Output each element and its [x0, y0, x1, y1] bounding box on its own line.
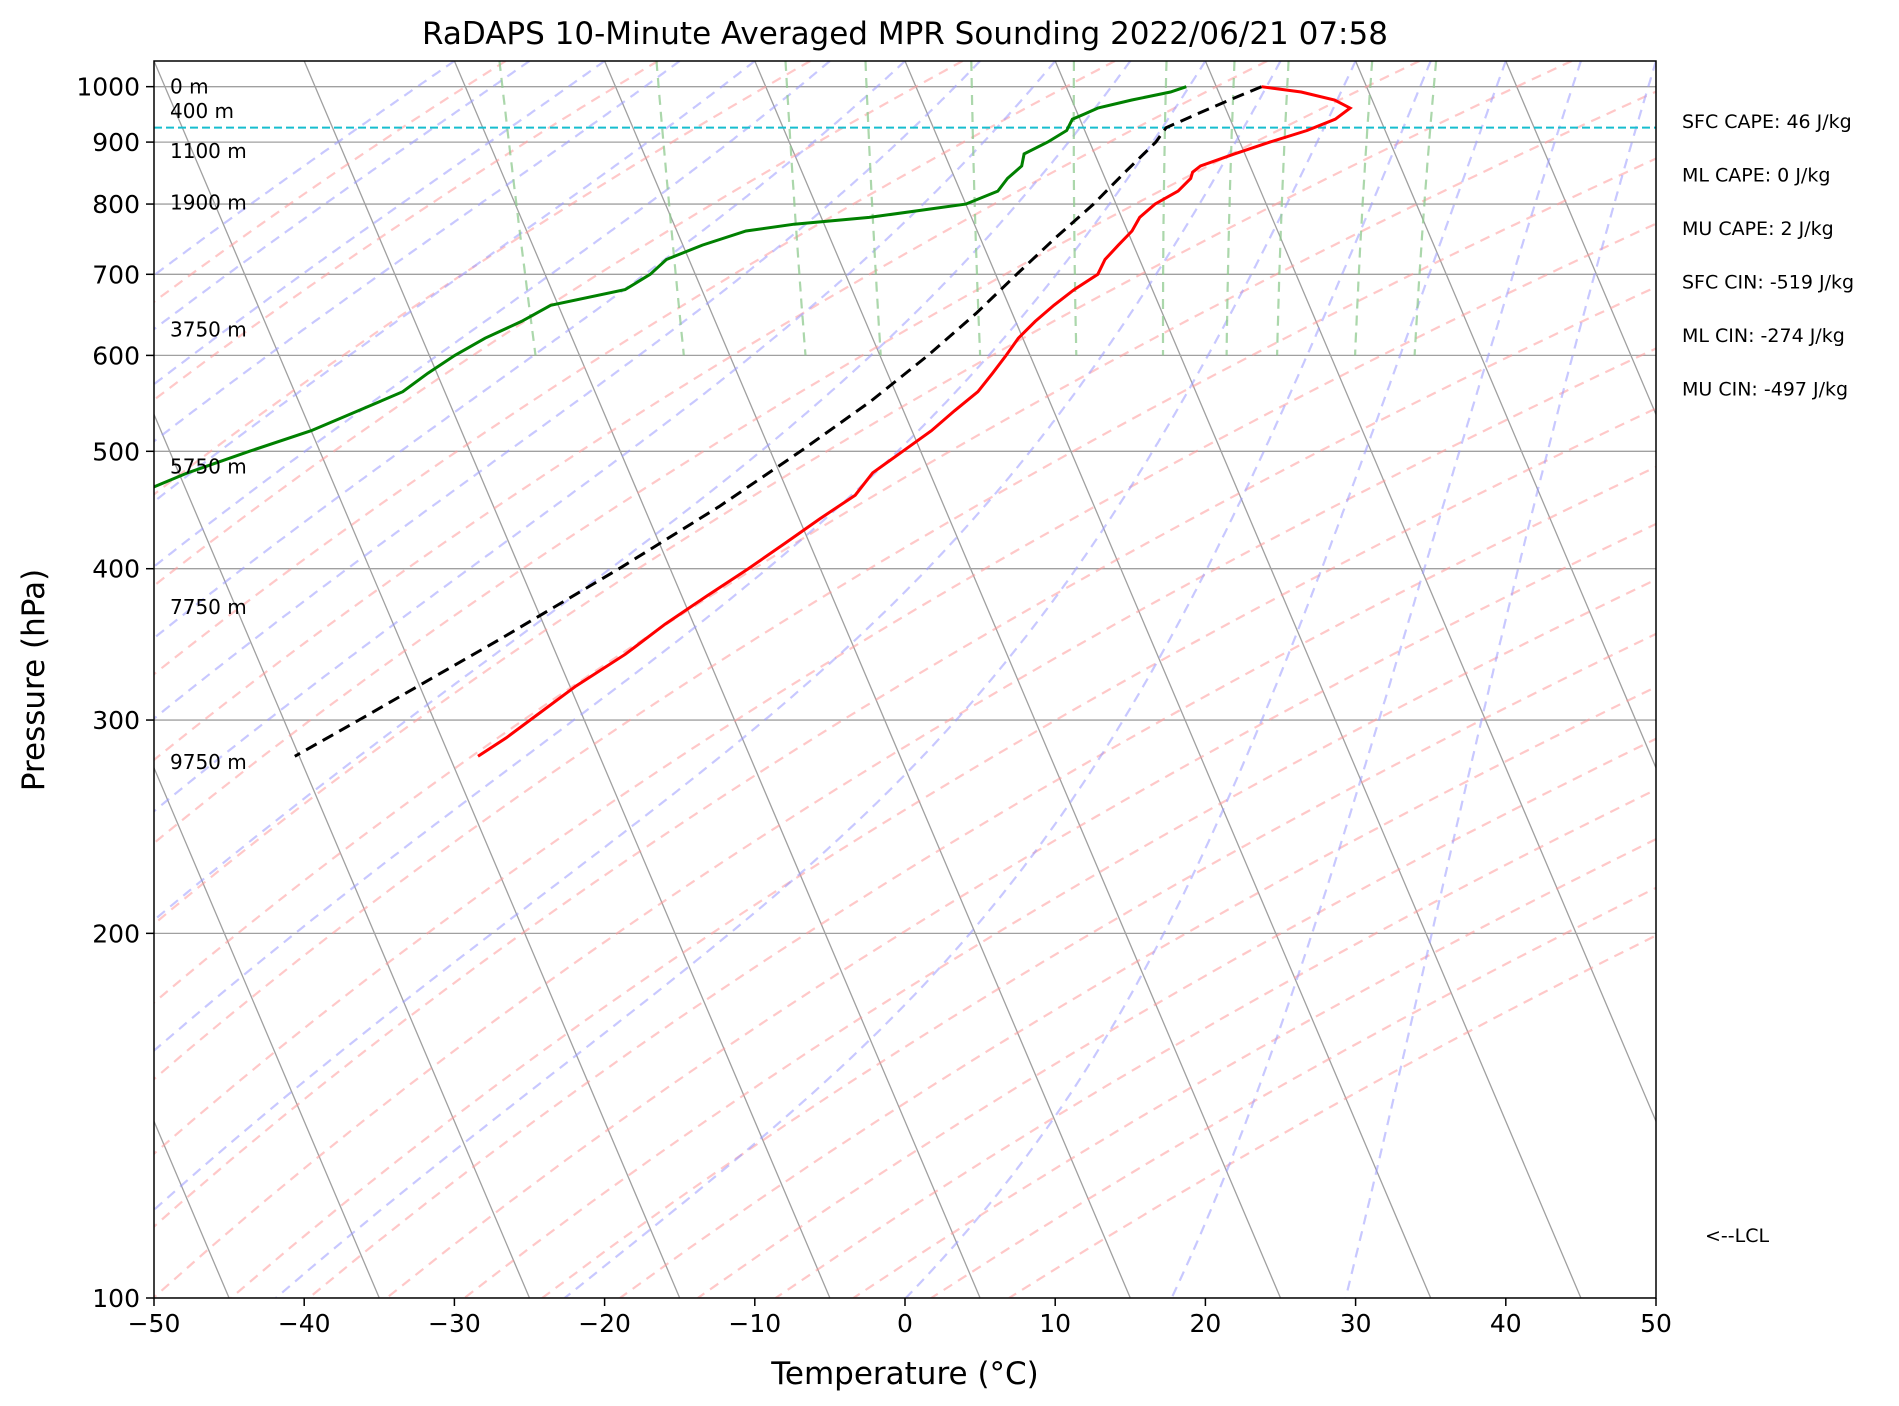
- mixing-ratio-line: [970, 61, 982, 356]
- moist-adiabat-line: [905, 61, 1507, 1298]
- y-tick-label: 500: [92, 437, 140, 466]
- y-tick-label: 700: [92, 260, 140, 289]
- lcl-label: <--LCL: [1705, 1225, 1769, 1247]
- x-tick-label: −30: [428, 1309, 481, 1338]
- isotherm-line: [1054, 61, 1582, 1298]
- x-tick-label: 40: [1490, 1309, 1522, 1338]
- dry-adiabat-line: [385, 522, 1656, 1298]
- chart-title: RaDAPS 10-Minute Averaged MPR Sounding 2…: [422, 16, 1388, 52]
- dry-adiabat-line: [308, 465, 1656, 1298]
- isotherm-line: [754, 61, 1282, 1298]
- y-tick-label: 300: [92, 706, 140, 735]
- moist-adiabat-line: [154, 61, 756, 503]
- dry-adiabat-line: [154, 285, 1656, 1229]
- moist-adiabat-line: [154, 61, 831, 568]
- height-label: 1100 m: [170, 139, 247, 163]
- stability-index-label: MU CAPE: 2 J/kg: [1682, 218, 1834, 240]
- isotherm-line: [453, 61, 981, 1298]
- moist-adiabat-line: [564, 61, 1432, 1298]
- mixing-ratio-line: [1072, 61, 1078, 356]
- isotherm-line: [154, 61, 681, 1298]
- moist-adiabat-line: [1344, 61, 1656, 1298]
- mixing-ratio-line: [784, 61, 807, 356]
- stability-index-label: ML CIN: -274 J/kg: [1682, 325, 1845, 347]
- mixing-ratio-line: [498, 61, 537, 356]
- height-label: 9750 m: [170, 750, 247, 774]
- isotherm-line: [904, 61, 1432, 1298]
- mixing-ratio-line: [1413, 61, 1438, 356]
- y-tick-label: 100: [92, 1284, 140, 1313]
- dewpoint-line: [154, 85, 1187, 489]
- isotherm-line: [1204, 61, 1656, 1123]
- height-label: 5750 m: [170, 454, 247, 478]
- height-label: 400 m: [170, 99, 234, 123]
- x-tick-label: −10: [728, 1309, 781, 1338]
- stability-index-label: MU CIN: -497 J/kg: [1682, 379, 1848, 401]
- isotherm-line: [604, 61, 1131, 1298]
- isotherm-line: [1505, 61, 1656, 417]
- height-label: 3750 m: [170, 318, 247, 342]
- x-tick-label: −50: [128, 1309, 181, 1338]
- parcel-line: [294, 85, 1262, 758]
- moist-adiabat-line: [154, 61, 606, 386]
- moist-adiabat-line: [154, 61, 1207, 1053]
- height-label: 7750 m: [170, 595, 247, 619]
- dry-adiabat-line: [154, 61, 1573, 926]
- dry-adiabat-line: [154, 157, 1656, 1081]
- dry-adiabat-line: [154, 90, 1656, 1005]
- x-tick-label: 50: [1640, 1309, 1672, 1338]
- dry-adiabat-line: [154, 61, 964, 588]
- y-tick-label: 200: [92, 919, 140, 948]
- dry-adiabat-line: [154, 347, 1656, 1298]
- height-label: 0 m: [170, 75, 209, 99]
- dry-adiabat-line: [619, 685, 1656, 1298]
- moist-adiabat-line: [154, 61, 1132, 922]
- x-axis-label: Temperature (°C): [770, 1356, 1039, 1392]
- background-lines: [154, 61, 1656, 1298]
- dry-adiabat-line: [154, 61, 507, 304]
- moist-adiabat-line: [154, 61, 981, 720]
- axes: −50 −40 −30 −20 −10 0 10 20 30 40 50 100 200 300 400 50…: [76, 73, 1672, 1338]
- dry-adiabat-line: [154, 61, 1420, 845]
- mixing-ratio-line: [1161, 61, 1168, 356]
- y-tick-label: 900: [92, 128, 140, 157]
- y-tick-label: 800: [92, 190, 140, 219]
- dry-adiabat-line: [154, 61, 1116, 676]
- stability-indices: SFC CAPE: 46 J/kg ML CAPE: 0 J/kg MU CAPE:…: [1682, 111, 1854, 401]
- y-axis-label: Pressure (hPa): [16, 569, 52, 791]
- isotherm-line: [1355, 61, 1656, 770]
- mixing-ratio-line: [655, 61, 685, 356]
- isotherm-line: [154, 766, 380, 1298]
- stability-index-label: SFC CAPE: 46 J/kg: [1682, 111, 1852, 133]
- isotherm-line: [303, 61, 831, 1298]
- moist-adiabat-line: [1170, 61, 1582, 1298]
- stability-index-label: ML CAPE: 0 J/kg: [1682, 165, 1830, 187]
- x-tick-label: 0: [897, 1309, 913, 1338]
- y-tick-label: 400: [92, 555, 140, 584]
- x-tick-label: 30: [1340, 1309, 1372, 1338]
- x-tick-label: 20: [1189, 1309, 1221, 1338]
- dry-adiabat-line: [154, 61, 1268, 762]
- temperature-line: [477, 85, 1353, 758]
- mixing-ratio-line: [864, 61, 882, 356]
- profile-lines: [154, 85, 1656, 758]
- isotherm-line: [154, 412, 531, 1298]
- dry-adiabat-line: [697, 737, 1656, 1298]
- y-tick-label: 600: [92, 341, 140, 370]
- x-tick-label: −20: [578, 1309, 631, 1338]
- height-label: 1900 m: [170, 191, 247, 215]
- x-tick-label: −40: [278, 1309, 331, 1338]
- y-tick-label: 1000: [76, 73, 140, 102]
- stability-index-label: SFC CIN: -519 J/kg: [1682, 272, 1854, 294]
- mixing-ratio-line: [1276, 61, 1290, 356]
- mixing-ratio-line: [1354, 61, 1374, 356]
- moist-adiabat-line: [154, 61, 906, 640]
- x-tick-label: 10: [1039, 1309, 1071, 1338]
- mixing-ratio-line: [1225, 61, 1236, 356]
